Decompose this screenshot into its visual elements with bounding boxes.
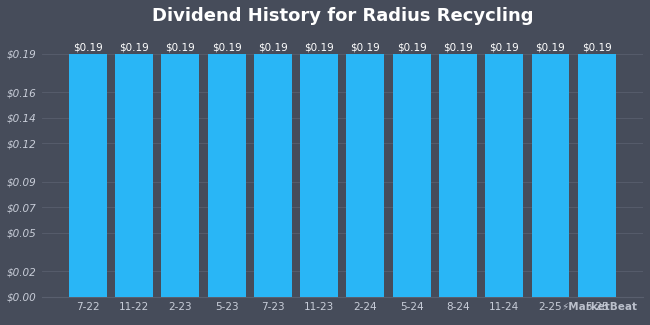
- Text: $0.19: $0.19: [166, 43, 195, 53]
- Bar: [486, 54, 523, 297]
- Text: $0.19: $0.19: [258, 43, 288, 53]
- Title: Dividend History for Radius Recycling: Dividend History for Radius Recycling: [151, 7, 533, 25]
- Text: $0.19: $0.19: [489, 43, 519, 53]
- Text: $0.19: $0.19: [350, 43, 380, 53]
- Bar: [393, 54, 431, 297]
- Text: $0.19: $0.19: [304, 43, 334, 53]
- Bar: [208, 54, 246, 297]
- Text: $0.19: $0.19: [443, 43, 473, 53]
- Text: $0.19: $0.19: [396, 43, 426, 53]
- Bar: [532, 54, 569, 297]
- Bar: [254, 54, 292, 297]
- Bar: [578, 54, 616, 297]
- Bar: [161, 54, 200, 297]
- Text: $0.19: $0.19: [536, 43, 566, 53]
- Bar: [346, 54, 384, 297]
- Bar: [300, 54, 338, 297]
- Bar: [115, 54, 153, 297]
- Bar: [439, 54, 477, 297]
- Text: $0.19: $0.19: [119, 43, 149, 53]
- Text: ⚡MarketBeat: ⚡MarketBeat: [561, 302, 637, 312]
- Text: $0.19: $0.19: [212, 43, 242, 53]
- Text: $0.19: $0.19: [582, 43, 612, 53]
- Bar: [69, 54, 107, 297]
- Text: $0.19: $0.19: [73, 43, 103, 53]
